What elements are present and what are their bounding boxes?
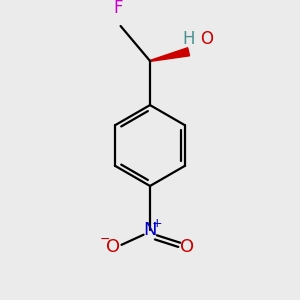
Text: N: N [143,221,157,239]
Text: O: O [201,30,214,48]
Text: H: H [183,30,195,48]
Text: +: + [152,217,163,230]
Polygon shape [150,48,190,62]
Text: F: F [113,0,123,17]
Text: O: O [106,238,120,256]
Text: −: − [100,233,110,246]
Text: O: O [180,238,194,256]
